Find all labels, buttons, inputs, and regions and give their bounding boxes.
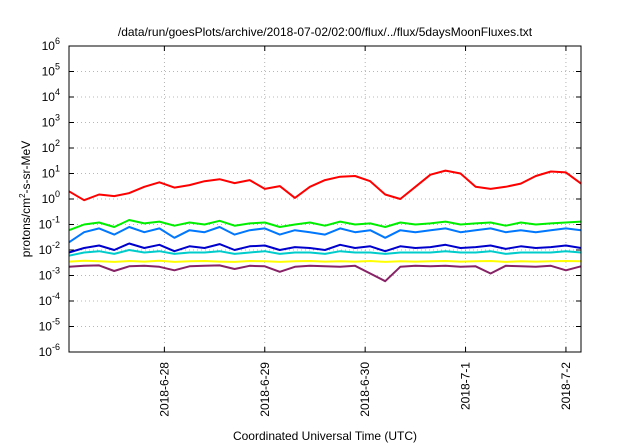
- series-line-5: [68, 249, 582, 257]
- x-axis: 2018-6-28 2018-6-29 2018-6-30 2018-7-1 2018-…: [157, 46, 573, 417]
- y-tick-base: 10: [42, 167, 56, 181]
- x-tick-label: 2018-7-2: [559, 362, 573, 410]
- y-tick-label: 10-2: [39, 240, 60, 257]
- y-tick-label: 10-1: [39, 215, 60, 232]
- y-tick-base: 10: [39, 243, 53, 257]
- y-tick-base: 10: [39, 345, 53, 359]
- y-tick-label: 10-6: [39, 342, 60, 359]
- y-tick-exponent: -4: [52, 291, 60, 301]
- y-tick-exponent: -2: [52, 240, 60, 250]
- y-tick-label: 100: [42, 189, 60, 206]
- y-tick-base: 10: [42, 116, 56, 130]
- y-tick-base: 10: [42, 65, 56, 79]
- y-tick-label: 106: [42, 36, 60, 53]
- y-tick-base: 10: [42, 39, 56, 53]
- y-tick-label: 10-5: [39, 317, 60, 334]
- y-tick-base: 10: [42, 141, 56, 155]
- y-tick-label: 103: [42, 113, 60, 130]
- y-tick-base: 10: [39, 269, 53, 283]
- series-line-2: [68, 219, 582, 232]
- y-tick-base: 10: [39, 294, 53, 308]
- y-tick-label: 102: [42, 138, 60, 155]
- y-tick-exponent: -6: [52, 342, 60, 352]
- y-tick-exponent: -3: [52, 266, 60, 276]
- y-tick-base: 10: [42, 192, 56, 206]
- y-axis: 10-610-510-410-310-210-11001011021031041…: [39, 36, 581, 359]
- series-line-1: [68, 169, 582, 202]
- y-tick-exponent: -5: [52, 317, 60, 327]
- series-line-6: [68, 259, 582, 263]
- y-tick-exponent: -1: [52, 215, 60, 225]
- y-tick-exponent: 3: [55, 113, 60, 123]
- grid: [69, 46, 581, 352]
- y-axis-label: protons/cm2-s-sr-MeV: [18, 141, 33, 257]
- y-tick-label: 101: [42, 164, 60, 181]
- y-tick-base: 10: [39, 218, 53, 232]
- x-tick-label: 2018-6-29: [258, 362, 272, 417]
- y-tick-label: 10-4: [39, 291, 60, 308]
- x-tick-label: 2018-7-1: [459, 362, 473, 410]
- y-tick-exponent: 4: [55, 87, 60, 97]
- y-axis-label-main: protons/cm: [19, 198, 33, 257]
- y-axis-label-rest: -s-sr-MeV: [19, 141, 33, 194]
- series-layer: [68, 169, 582, 283]
- series-line-7: [68, 264, 582, 283]
- y-tick-exponent: 6: [55, 36, 60, 46]
- x-tick-label: 2018-6-28: [157, 362, 171, 417]
- x-axis-label: Coordinated Universal Time (UTC): [233, 429, 417, 443]
- series-line-3: [68, 226, 582, 244]
- y-tick-base: 10: [42, 90, 56, 104]
- x-tick-label: 2018-6-30: [358, 362, 372, 417]
- y-tick-exponent: 1: [55, 164, 60, 174]
- y-axis-label-superscript: 2: [18, 193, 27, 198]
- y-tick-exponent: 5: [55, 62, 60, 72]
- y-tick-exponent: 0: [55, 189, 60, 199]
- y-tick-base: 10: [39, 320, 53, 334]
- chart-title: /data/run/goesPlots/archive/2018-07-02/0…: [118, 25, 533, 39]
- y-tick-label: 104: [42, 87, 60, 104]
- y-tick-label: 10-3: [39, 266, 60, 283]
- y-tick-exponent: 2: [55, 138, 60, 148]
- y-tick-label: 105: [42, 62, 60, 79]
- series-line-4: [68, 242, 582, 254]
